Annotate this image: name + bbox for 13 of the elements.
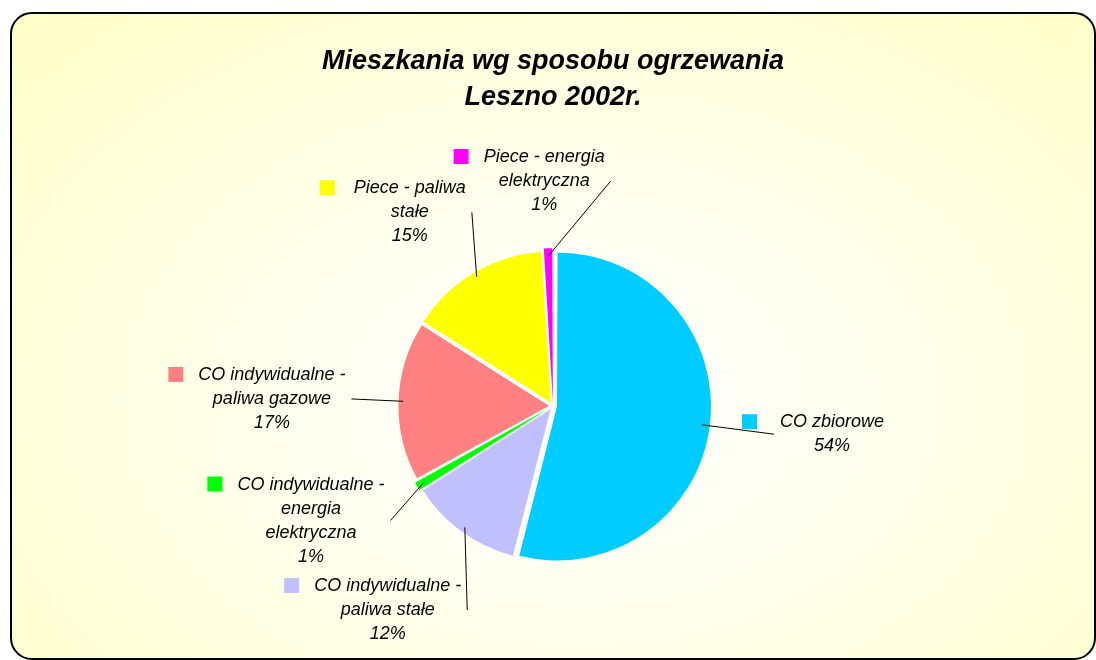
legend-label: CO indywidualne - energia elektryczna [237, 473, 385, 542]
chart-title: Mieszkania wg sposobu ogrzewania Leszno 2002r. [320, 44, 786, 113]
data-label: 54% [814, 435, 851, 456]
data-label: 1% [531, 194, 558, 215]
data-label: 15% [391, 225, 428, 246]
legend-label: Piece - paliwa stałe [353, 177, 466, 222]
legend-label: Piece - energia elektryczna [483, 146, 605, 191]
data-label: 1% [297, 545, 324, 566]
legend-label: CO indywidualne - paliwa gazowe [198, 363, 346, 408]
legend-label: CO zbiorowe [780, 411, 885, 432]
data-label: 17% [253, 411, 290, 432]
legend-label: CO indywidualne - paliwa stałe [314, 575, 462, 620]
data-label: 12% [369, 623, 406, 644]
